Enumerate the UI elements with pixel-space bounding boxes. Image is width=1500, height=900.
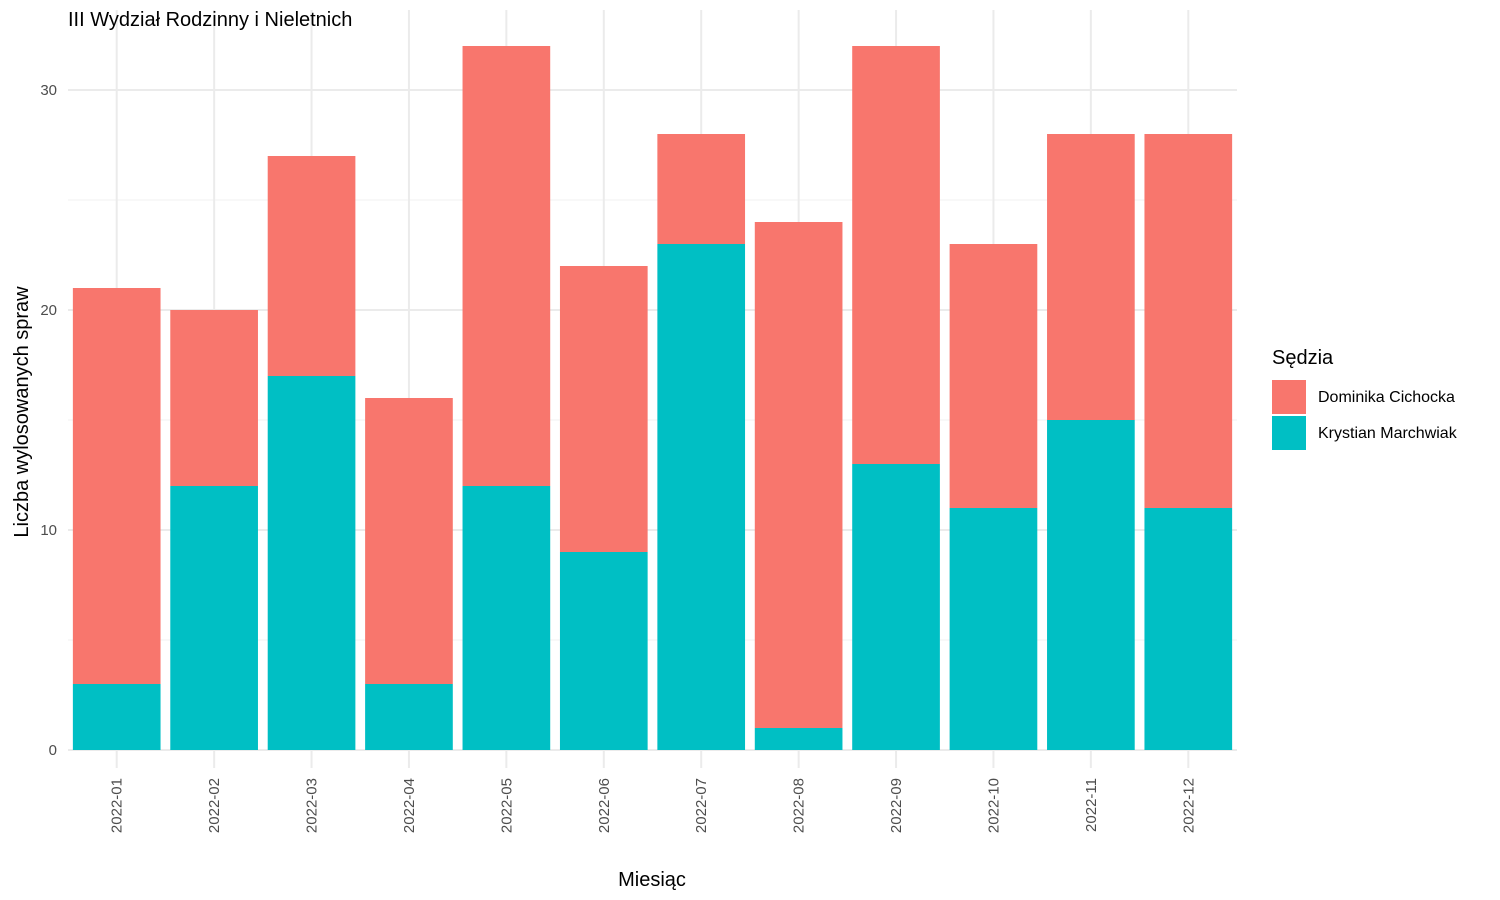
bar-dominika-cichocka-2022-03	[267, 156, 356, 376]
x-tick-label: 2022-11	[1083, 778, 1100, 832]
bar-dominika-cichocka-2022-04	[365, 398, 453, 684]
bar-krystian-marchwiak-2022-11	[1047, 420, 1135, 750]
bar-krystian-marchwiak-2022-05	[462, 486, 551, 750]
bar-krystian-marchwiak-2022-03	[267, 376, 356, 750]
x-axis-title: Miesiąc	[618, 869, 686, 891]
bar-dominika-cichocka-2022-05	[462, 46, 551, 486]
bar-krystian-marchwiak-2022-10	[949, 508, 1038, 750]
bar-dominika-cichocka-2022-12	[1144, 134, 1233, 508]
x-tick-label: 2022-10	[985, 778, 1002, 833]
y-tick-label: 10	[40, 522, 57, 539]
legend-swatch	[1272, 416, 1306, 450]
bar-krystian-marchwiak-2022-01	[72, 684, 161, 750]
x-tick-label: 2022-04	[401, 778, 418, 833]
y-tick-label: 30	[40, 82, 57, 99]
y-tick-label: 20	[40, 302, 57, 319]
bar-dominika-cichocka-2022-07	[657, 134, 746, 244]
bar-krystian-marchwiak-2022-02	[170, 486, 258, 750]
x-tick-label: 2022-03	[304, 778, 321, 833]
legend-title: Sędzia	[1272, 347, 1334, 369]
bar-dominika-cichocka-2022-11	[1047, 134, 1135, 420]
x-tick-label: 2022-12	[1180, 778, 1197, 833]
bar-dominika-cichocka-2022-01	[72, 288, 161, 684]
legend-label: Dominika Cichocka	[1318, 389, 1455, 406]
bars	[72, 46, 1233, 750]
y-tick-labels: 0 10 20 30	[40, 82, 57, 759]
x-tick-label: 2022-08	[791, 778, 808, 833]
bar-dominika-cichocka-2022-06	[559, 266, 648, 552]
legend-label: Krystian Marchwiak	[1318, 425, 1458, 442]
x-tick-label: 2022-07	[693, 778, 710, 833]
y-axis-title: Liczba wylosowanych spraw	[11, 286, 33, 538]
bar-dominika-cichocka-2022-10	[949, 244, 1038, 508]
bar-krystian-marchwiak-2022-09	[852, 464, 940, 750]
x-tick-labels: 2022-01 2022-02 2022-03 2022-04 2022-05 2022-…	[109, 778, 1198, 833]
x-tick-label: 2022-02	[206, 778, 223, 833]
x-tick-label: 2022-05	[498, 778, 515, 833]
bar-krystian-marchwiak-2022-04	[365, 684, 453, 750]
x-tick-label: 2022-01	[109, 778, 126, 833]
chart-title: III Wydział Rodzinny i Nieletnich	[68, 9, 352, 31]
bar-dominika-cichocka-2022-08	[754, 222, 843, 728]
bar-krystian-marchwiak-2022-06	[559, 552, 648, 750]
bar-krystian-marchwiak-2022-08	[754, 728, 843, 750]
legend: Sędzia Dominika Cichocka Krystian Marchwi…	[1272, 347, 1458, 450]
y-tick-label: 0	[49, 742, 57, 759]
bar-krystian-marchwiak-2022-07	[657, 244, 746, 750]
bar-dominika-cichocka-2022-09	[852, 46, 940, 464]
legend-swatch	[1272, 380, 1306, 414]
legend-items: Dominika Cichocka Krystian Marchwiak	[1272, 380, 1458, 450]
x-tick-label: 2022-06	[596, 778, 613, 833]
bar-dominika-cichocka-2022-02	[170, 310, 258, 486]
x-tick-label: 2022-09	[888, 778, 905, 833]
bar-krystian-marchwiak-2022-12	[1144, 508, 1233, 750]
